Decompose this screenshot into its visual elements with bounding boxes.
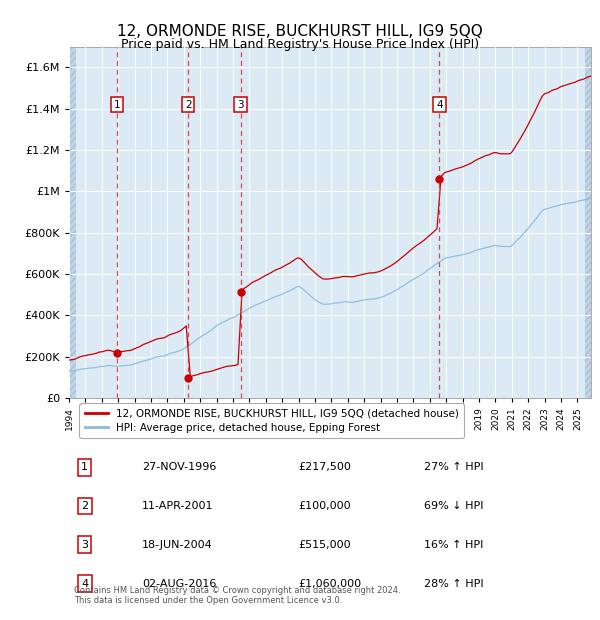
Text: 28% ↑ HPI: 28% ↑ HPI <box>424 578 484 588</box>
Text: 27-NOV-1996: 27-NOV-1996 <box>142 462 217 472</box>
Text: 3: 3 <box>237 100 244 110</box>
Text: 69% ↓ HPI: 69% ↓ HPI <box>424 501 484 511</box>
Text: 27% ↑ HPI: 27% ↑ HPI <box>424 462 484 472</box>
Text: 16% ↑ HPI: 16% ↑ HPI <box>424 540 484 550</box>
Text: £100,000: £100,000 <box>299 501 352 511</box>
Text: Contains HM Land Registry data © Crown copyright and database right 2024.
This d: Contains HM Land Registry data © Crown c… <box>74 586 401 605</box>
Bar <box>585 46 593 398</box>
Text: Price paid vs. HM Land Registry's House Price Index (HPI): Price paid vs. HM Land Registry's House … <box>121 38 479 51</box>
Text: 2: 2 <box>81 501 88 511</box>
Text: 1: 1 <box>113 100 120 110</box>
Text: 4: 4 <box>436 100 443 110</box>
Text: 4: 4 <box>81 578 88 588</box>
Text: £1,060,000: £1,060,000 <box>299 578 362 588</box>
Text: 18-JUN-2004: 18-JUN-2004 <box>142 540 213 550</box>
Bar <box>69 46 76 398</box>
Text: 3: 3 <box>81 540 88 550</box>
Text: 02-AUG-2016: 02-AUG-2016 <box>142 578 217 588</box>
Legend: 12, ORMONDE RISE, BUCKHURST HILL, IG9 5QQ (detached house), HPI: Average price, : 12, ORMONDE RISE, BUCKHURST HILL, IG9 5Q… <box>79 404 464 438</box>
Text: 1: 1 <box>81 462 88 472</box>
Text: £515,000: £515,000 <box>299 540 352 550</box>
Text: 2: 2 <box>185 100 191 110</box>
Text: 12, ORMONDE RISE, BUCKHURST HILL, IG9 5QQ: 12, ORMONDE RISE, BUCKHURST HILL, IG9 5Q… <box>117 24 483 38</box>
Text: £217,500: £217,500 <box>299 462 352 472</box>
Text: 11-APR-2001: 11-APR-2001 <box>142 501 214 511</box>
